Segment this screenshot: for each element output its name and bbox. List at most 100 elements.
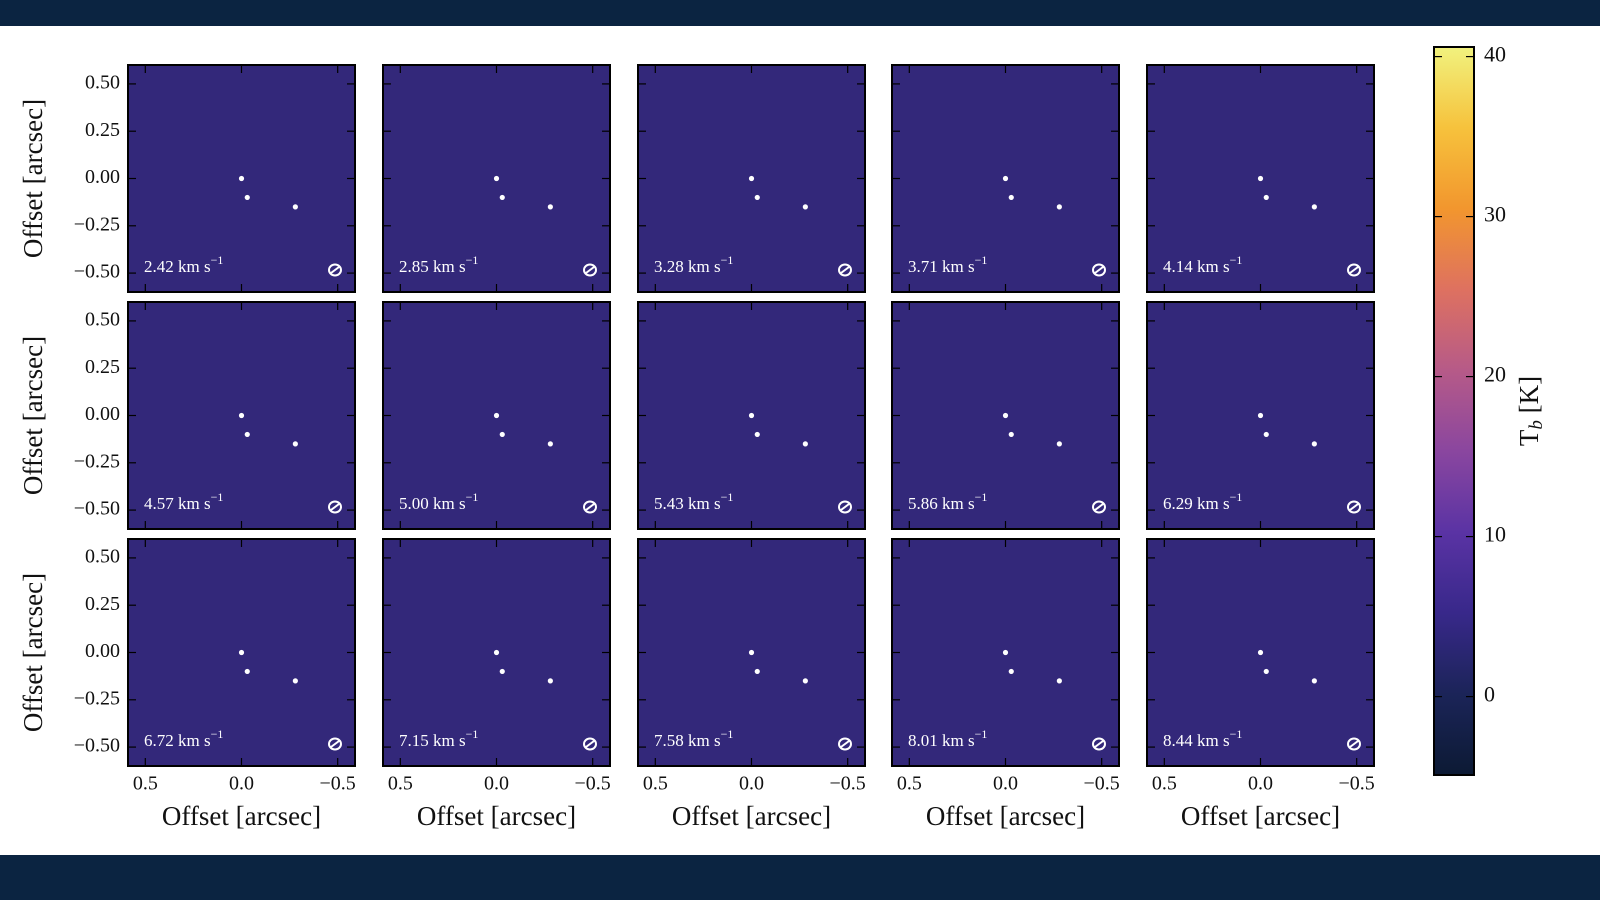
velocity-label: 8.44 km s−1 — [1163, 727, 1242, 750]
x-tick-label: −0.5 — [320, 773, 356, 795]
velocity-label: 7.58 km s−1 — [654, 727, 733, 750]
colorbar-tick-label: 0 — [1484, 682, 1495, 707]
source-point — [1002, 412, 1009, 419]
source-point — [238, 649, 245, 656]
source-point — [802, 441, 808, 447]
panel-frame — [127, 538, 356, 767]
source-point — [748, 649, 755, 656]
source-point — [748, 412, 755, 419]
beam — [328, 737, 342, 751]
beam — [1092, 263, 1106, 277]
colorbar-tick-label: 20 — [1484, 362, 1506, 387]
velocity-unit-exponent: −1 — [721, 727, 734, 741]
y-axis-label: Offset [arcsec] — [18, 99, 48, 258]
x-tick-label: 0.0 — [993, 773, 1018, 795]
beam-hatch — [585, 740, 595, 748]
source-point — [292, 204, 298, 210]
velocity-unit-exponent: −1 — [1230, 253, 1243, 267]
y-tick-label: 0.25 — [85, 119, 120, 141]
beam — [583, 263, 597, 277]
x-tick-label: 0.5 — [643, 773, 668, 795]
velocity-label: 7.15 km s−1 — [399, 727, 478, 750]
velocity-text: 5.00 km s — [399, 494, 466, 513]
panel-frame — [127, 301, 356, 530]
velocity-text: 7.15 km s — [399, 731, 466, 750]
source-point — [493, 649, 500, 656]
source-point — [1002, 175, 1009, 182]
velocity-text: 5.43 km s — [654, 494, 721, 513]
y-tick-label: −0.25 — [74, 213, 120, 235]
beam-hatch — [585, 266, 595, 274]
x-tick-label: 0.5 — [388, 773, 413, 795]
source-point — [1056, 441, 1062, 447]
y-tick-label: 0.00 — [85, 403, 120, 425]
panel-frame — [891, 64, 1120, 293]
velocity-text: 8.01 km s — [908, 731, 975, 750]
beam — [838, 737, 852, 751]
x-axis-label: Offset [arcsec] — [417, 801, 576, 831]
beam-hatch — [840, 503, 850, 511]
panel-frame — [891, 301, 1120, 530]
y-tick-label: 0.25 — [85, 593, 120, 615]
source-point — [499, 431, 505, 438]
source-point — [238, 175, 245, 182]
x-tick-label: 0.0 — [739, 773, 764, 795]
velocity-unit-exponent: −1 — [211, 253, 224, 267]
x-axis-label: Offset [arcsec] — [1181, 801, 1340, 831]
beam-hatch — [330, 266, 340, 274]
beam — [328, 500, 342, 514]
panel-frame — [891, 538, 1120, 767]
colorbar-label-unit: [K] — [1514, 376, 1544, 420]
colorbar — [1433, 46, 1475, 776]
velocity-label: 4.57 km s−1 — [144, 490, 223, 513]
panel-frame — [382, 538, 611, 767]
source-point — [238, 412, 245, 419]
y-tick-label: −0.50 — [74, 261, 120, 283]
source-point — [1257, 175, 1264, 182]
source-point — [292, 678, 298, 684]
velocity-label: 5.43 km s−1 — [654, 490, 733, 513]
velocity-label: 6.72 km s−1 — [144, 727, 223, 750]
source-point — [802, 204, 808, 210]
velocity-unit-exponent: −1 — [211, 727, 224, 741]
source-point — [1263, 194, 1269, 201]
velocity-unit-exponent: −1 — [211, 490, 224, 504]
x-tick-label: −0.5 — [1084, 773, 1120, 795]
source-point — [244, 194, 250, 201]
source-point — [493, 175, 500, 182]
source-point — [1311, 204, 1317, 210]
velocity-unit-exponent: −1 — [975, 727, 988, 741]
velocity-text: 2.85 km s — [399, 257, 466, 276]
x-tick-label: 0.5 — [897, 773, 922, 795]
panel-frame — [637, 64, 866, 293]
panel-frame — [637, 538, 866, 767]
velocity-label: 3.71 km s−1 — [908, 253, 987, 276]
colorbar-tick-label: 10 — [1484, 522, 1506, 547]
source-point — [1263, 668, 1269, 675]
source-point — [754, 431, 760, 438]
beam — [328, 263, 342, 277]
top-band — [0, 0, 1600, 26]
velocity-text: 2.42 km s — [144, 257, 211, 276]
velocity-label: 8.01 km s−1 — [908, 727, 987, 750]
panel-frame — [1146, 64, 1375, 293]
velocity-text: 6.29 km s — [1163, 494, 1230, 513]
velocity-label: 6.29 km s−1 — [1163, 490, 1242, 513]
panel-frame — [382, 64, 611, 293]
panel-frame — [1146, 538, 1375, 767]
velocity-text: 4.57 km s — [144, 494, 211, 513]
y-tick-label: 0.00 — [85, 166, 120, 188]
y-tick-label: −0.50 — [74, 498, 120, 520]
velocity-unit-exponent: −1 — [721, 490, 734, 504]
y-tick-label: 0.50 — [85, 72, 120, 94]
velocity-label: 5.86 km s−1 — [908, 490, 987, 513]
source-point — [1257, 412, 1264, 419]
source-point — [1056, 204, 1062, 210]
colorbar-label-sub: b — [1526, 420, 1547, 430]
panel-frame — [382, 301, 611, 530]
source-point — [244, 668, 250, 675]
y-axis-label: Offset [arcsec] — [18, 573, 48, 732]
beam — [583, 737, 597, 751]
